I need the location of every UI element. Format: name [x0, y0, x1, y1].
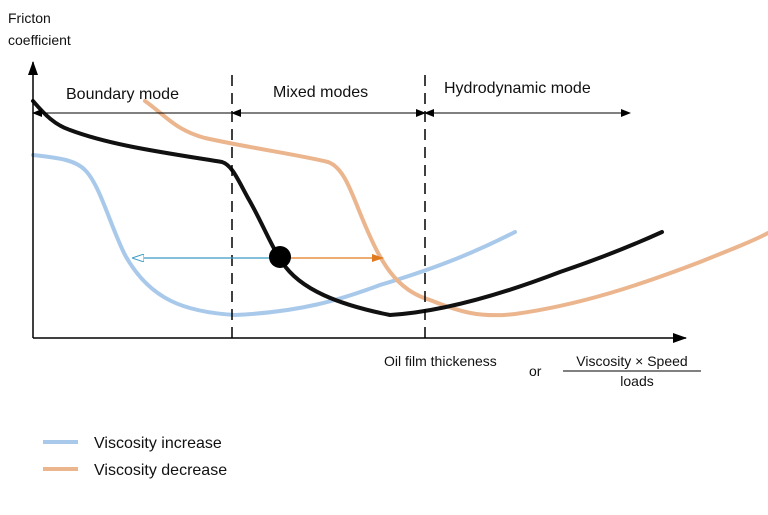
y-axis-label-line1: Fricton: [8, 10, 51, 26]
main-friction-curve: [31, 99, 664, 318]
viscosity-decrease-curve: [143, 99, 768, 318]
x-axis-or: or: [529, 363, 542, 379]
operating-point: [269, 246, 291, 268]
x-axis-fraction-numerator: Viscosity × Speed: [576, 353, 687, 369]
legend: Viscosity increase Viscosity decrease: [43, 435, 227, 479]
viscosity-increase-curve: [31, 153, 517, 318]
region-label-mixed: Mixed modes: [273, 84, 368, 101]
x-axis-fraction-denominator: loads: [620, 373, 653, 389]
x-axis-label: Oil film thickeness: [384, 353, 497, 369]
region-label-boundary: Boundary mode: [66, 86, 179, 103]
y-axis-label-line2: coefficient: [8, 32, 71, 48]
region-label-hydrodynamic: Hydrodynamic mode: [444, 80, 591, 97]
legend-label-decrease: Viscosity decrease: [94, 462, 227, 479]
legend-label-increase: Viscosity increase: [94, 435, 222, 452]
